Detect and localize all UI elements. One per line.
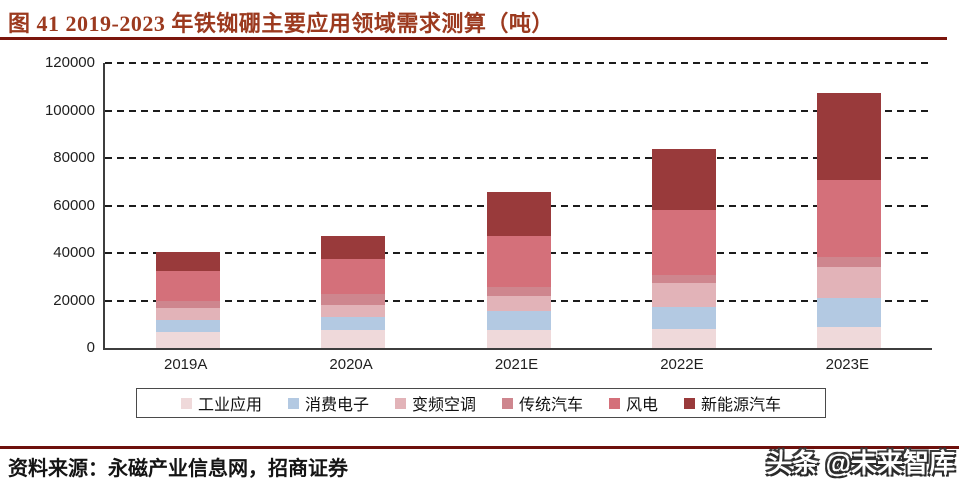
x-tick-2022E: 2022E — [660, 356, 704, 373]
segment-2021E-新能源汽车 — [486, 192, 551, 236]
segment-2020A-消费电子 — [321, 316, 386, 330]
legend-swatch-icon — [684, 397, 696, 409]
plot-area — [103, 62, 932, 350]
bar-2023E — [817, 92, 882, 348]
legend-item-变频空调: 变频空调 — [394, 391, 476, 415]
legend: 工业应用 消费电子 变频空调 传统汽车 风电 新能源汽车 — [136, 388, 826, 418]
segment-2023E-新能源汽车 — [817, 92, 882, 181]
segment-2019A-消费电子 — [155, 320, 220, 332]
segment-2019A-工业应用 — [155, 331, 220, 348]
x-tick-2021E: 2021E — [494, 356, 539, 373]
segment-2023E-变频空调 — [817, 267, 882, 298]
segment-2021E-变频空调 — [486, 296, 551, 312]
segment-2022E-消费电子 — [651, 306, 716, 329]
legend-label: 传统汽车 — [519, 397, 584, 414]
segment-2020A-工业应用 — [321, 329, 386, 348]
segment-2020A-风电 — [321, 259, 386, 295]
legend-label: 新能源汽车 — [701, 397, 782, 414]
x-tick-2020A: 2020A — [329, 356, 373, 373]
segment-2019A-变频空调 — [155, 307, 220, 321]
segment-2021E-风电 — [486, 235, 551, 288]
segment-2022E-工业应用 — [651, 328, 716, 348]
y-tick-120000: 120000 — [44, 54, 95, 71]
segment-2022E-变频空调 — [651, 283, 716, 307]
legend-label: 风电 — [626, 397, 659, 414]
segment-2019A-传统汽车 — [155, 301, 220, 308]
segment-2021E-传统汽车 — [486, 287, 551, 297]
y-tick-80000: 80000 — [53, 149, 95, 166]
title-divider — [0, 37, 947, 40]
segment-2019A-新能源汽车 — [155, 252, 220, 272]
chart-title: 图 41 2019-2023 年铁铷硼主要应用领域需求测算（吨） — [8, 11, 554, 36]
legend-item-工业应用: 工业应用 — [180, 391, 262, 415]
x-tick-2019A: 2019A — [164, 356, 208, 373]
watermark: 头条 @未来智库 — [766, 448, 955, 478]
gridline-100000 — [105, 109, 932, 112]
segment-2020A-传统汽车 — [321, 294, 386, 305]
footer-divider — [0, 446, 959, 449]
legend-label: 消费电子 — [304, 397, 369, 414]
segment-2023E-风电 — [817, 180, 882, 258]
segment-2021E-工业应用 — [486, 329, 551, 348]
segment-2023E-工业应用 — [817, 326, 882, 348]
segment-2020A-新能源汽车 — [321, 235, 386, 260]
legend-swatch-icon — [502, 397, 513, 409]
segment-2019A-风电 — [155, 271, 220, 302]
segment-2020A-变频空调 — [321, 304, 386, 317]
legend-swatch-icon — [609, 397, 621, 409]
y-tick-60000: 60000 — [53, 196, 95, 214]
source-note: 资料来源：永磁产业信息网，招商证券 — [8, 458, 348, 480]
y-tick-20000: 20000 — [53, 291, 95, 309]
gridline-120000 — [105, 62, 932, 64]
y-tick-0: 0 — [86, 339, 95, 356]
legend-item-新能源汽车: 新能源汽车 — [684, 391, 781, 415]
segment-2021E-消费电子 — [486, 311, 551, 330]
legend-label: 变频空调 — [411, 397, 476, 414]
gridline-80000 — [105, 157, 932, 159]
bar-2019A — [155, 252, 220, 348]
segment-2023E-传统汽车 — [817, 257, 882, 268]
legend-item-风电: 风电 — [609, 391, 658, 415]
x-tick-2023E: 2023E — [825, 356, 869, 373]
legend-label: 工业应用 — [197, 397, 262, 414]
legend-item-传统汽车: 传统汽车 — [502, 391, 583, 415]
segment-2022E-传统汽车 — [651, 275, 716, 284]
bar-2022E — [651, 149, 716, 348]
y-tick-40000: 40000 — [53, 244, 95, 261]
bar-2021E — [486, 192, 551, 348]
bar-2020A — [321, 235, 386, 348]
legend-swatch-icon — [287, 397, 299, 409]
chart: 0 20000 40000 60000 80000 100000 120000 2019A 2… — [44, 54, 932, 418]
legend-item-消费电子: 消费电子 — [287, 391, 369, 415]
legend-swatch-icon — [180, 397, 192, 409]
y-tick-100000: 100000 — [44, 101, 95, 119]
segment-2022E-新能源汽车 — [651, 149, 716, 210]
segment-2022E-风电 — [651, 209, 716, 276]
segment-2023E-消费电子 — [817, 297, 882, 327]
legend-swatch-icon — [394, 397, 406, 409]
